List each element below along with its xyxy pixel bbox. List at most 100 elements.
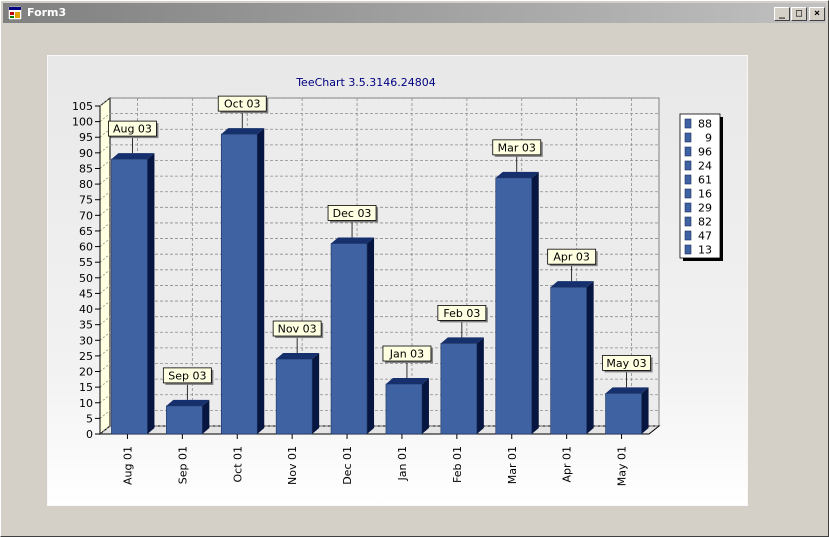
legend-swatch — [684, 146, 692, 157]
legend-swatch — [684, 202, 692, 213]
y-tick-label: 35 — [79, 319, 93, 332]
mark-box — [437, 305, 487, 321]
bar — [605, 387, 649, 435]
mark-label: Apr 03 — [553, 251, 590, 264]
y-tick-label: 45 — [79, 287, 93, 300]
mark-box — [162, 367, 212, 384]
legend-label: 82 — [698, 216, 712, 229]
legend-label: 13 — [698, 244, 712, 257]
chart-title: TeeChart 3.5.3146.24804 — [295, 76, 436, 89]
bar — [495, 171, 539, 435]
legend-label: 61 — [698, 174, 712, 187]
x-tick-label: Apr 01 — [561, 446, 574, 483]
bar-side — [641, 387, 649, 434]
x-tick-label: Feb 01 — [451, 446, 464, 483]
mark-label: Jan 03 — [389, 348, 424, 361]
y-tick-label: 65 — [79, 225, 93, 238]
bar-side — [147, 153, 155, 434]
y-tick-label: 70 — [79, 209, 93, 222]
x-tick-label: May 01 — [616, 446, 629, 486]
bar-top — [385, 378, 429, 385]
mark-label: Oct 03 — [224, 98, 261, 111]
bar-chart: TeeChart 3.5.3146.24804 0 5 10 15 20 25 30 35 40… — [72, 76, 723, 486]
mark-box — [492, 139, 542, 156]
mark-box — [108, 120, 157, 137]
bar-top — [166, 399, 210, 406]
y-tick-label: 15 — [79, 381, 93, 394]
y-tick-label: 105 — [72, 100, 93, 113]
app-icon — [8, 6, 22, 20]
chart-panel: TeeChart 3.5.3146.24804 0 5 10 15 20 25 30 35 40… — [47, 55, 748, 506]
x-tick-label: Sep 01 — [176, 446, 189, 484]
y-tick-label: 75 — [79, 194, 93, 207]
bar-front — [166, 405, 203, 435]
y-tick-label: 100 — [72, 116, 93, 129]
mark-box — [217, 95, 267, 112]
y-tick-label: 30 — [79, 334, 93, 347]
close-button[interactable]: × — [809, 7, 825, 21]
bar-side — [586, 281, 594, 434]
legend-label: 88 — [698, 118, 712, 131]
y-tick-label: 40 — [79, 303, 93, 316]
y-tick-label: 55 — [79, 256, 93, 269]
legend-label: 16 — [698, 188, 712, 201]
legend-label: 96 — [698, 146, 712, 159]
legend-label: 47 — [698, 230, 712, 243]
bar-top — [495, 171, 539, 178]
mark-box — [272, 320, 322, 337]
title-bar[interactable]: Form3 _ □ × — [3, 3, 826, 23]
minimize-button[interactable]: _ — [774, 7, 790, 21]
mark-label: Aug 03 — [113, 123, 152, 136]
x-tick-label: Nov 01 — [286, 446, 299, 485]
bar-top — [550, 281, 594, 288]
y-tick-label: 25 — [79, 350, 93, 363]
bar — [330, 237, 375, 435]
mark-label: Feb 03 — [443, 307, 480, 320]
legend-swatch — [684, 118, 692, 129]
legend-swatch — [684, 230, 692, 241]
bar-top — [331, 237, 375, 244]
mark-box — [327, 205, 377, 221]
bar-side — [476, 337, 484, 434]
mark-label: Dec 03 — [333, 207, 372, 220]
x-tick-label: Aug 01 — [121, 446, 134, 485]
bar-front — [605, 393, 642, 435]
bar-front — [275, 358, 313, 435]
bar-side — [202, 399, 210, 434]
bar — [385, 378, 429, 435]
x-tick-label: Oct 01 — [231, 446, 244, 483]
mark-box — [547, 248, 597, 265]
bar-side — [367, 237, 375, 434]
y-tick-label: 80 — [79, 178, 93, 191]
y-tick-label: 20 — [79, 366, 93, 379]
legend-swatch — [684, 132, 692, 143]
bar — [440, 337, 484, 435]
bar-side — [421, 378, 429, 434]
bar-front — [550, 286, 587, 435]
y-tick-label: 60 — [79, 241, 93, 254]
x-tick-label: Mar 01 — [506, 446, 519, 484]
mark-label: Sep 03 — [168, 369, 206, 382]
left-wall — [99, 96, 111, 436]
y-tick-label: 90 — [79, 147, 93, 160]
legend-label: 24 — [698, 160, 712, 173]
bar-top — [111, 153, 155, 160]
legend-swatch — [684, 188, 692, 199]
y-tick-label: 50 — [79, 272, 93, 285]
bar-top — [440, 337, 484, 344]
legend-swatch — [684, 244, 692, 255]
bar-top — [276, 353, 320, 360]
y-tick-label: 95 — [79, 131, 93, 144]
bar-front — [495, 177, 533, 435]
bar-side — [531, 171, 539, 434]
legend-label: 9 — [705, 132, 712, 145]
bar-top — [605, 387, 649, 394]
mark-label: Mar 03 — [498, 141, 536, 154]
mark-box — [382, 345, 432, 362]
bar — [166, 399, 210, 435]
maximize-button[interactable]: □ — [791, 7, 807, 21]
bar-top — [221, 128, 265, 135]
bar — [275, 353, 320, 435]
bar — [220, 128, 265, 435]
